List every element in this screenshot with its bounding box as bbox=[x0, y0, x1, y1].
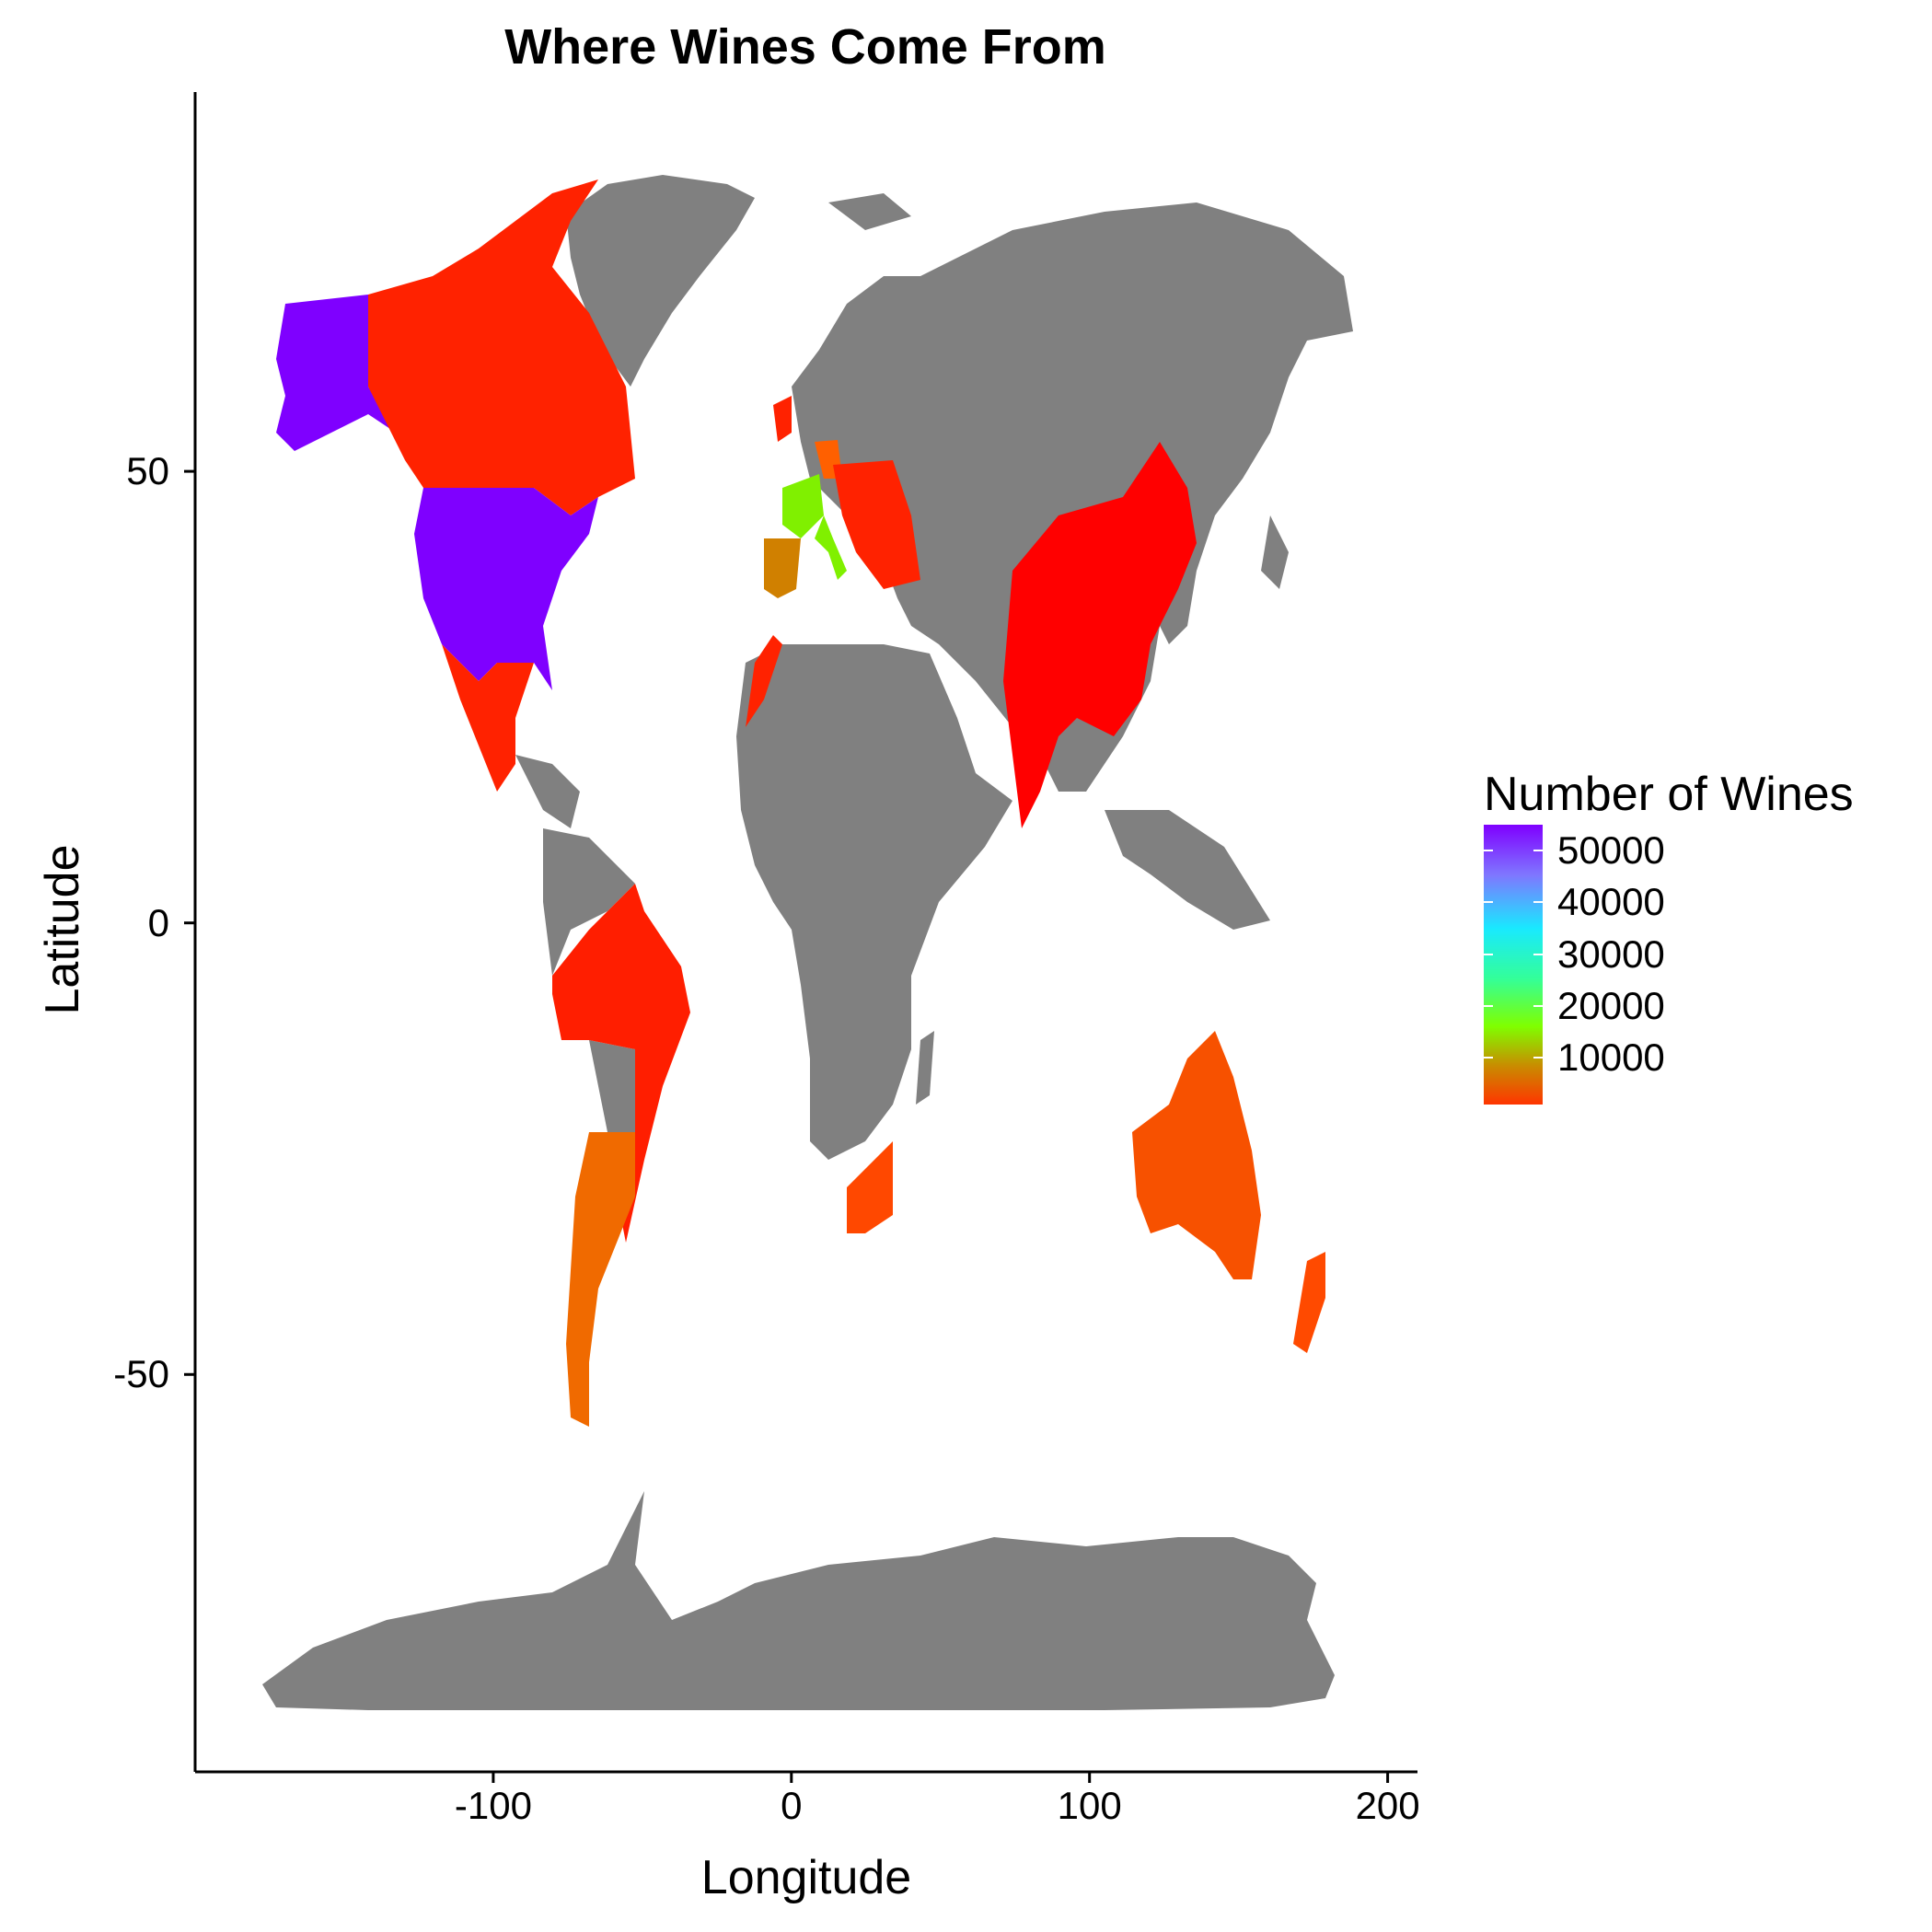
region-chile-argentina bbox=[566, 1132, 635, 1427]
y-tick-label: -50 bbox=[113, 1352, 169, 1396]
region-australia bbox=[1132, 1031, 1261, 1279]
legend-tick-mark bbox=[1484, 901, 1543, 904]
land-africa bbox=[736, 644, 1012, 1160]
region-balkans-east-europe bbox=[833, 460, 920, 589]
region-alaska bbox=[276, 295, 396, 451]
land-arctic-islands bbox=[828, 193, 911, 230]
region-mexico bbox=[442, 644, 534, 792]
y-axis-label: Latitude bbox=[36, 844, 89, 1015]
land-bolivia-paraguay bbox=[589, 1040, 644, 1132]
y-tick-label: 50 bbox=[126, 449, 169, 493]
legend-title: Number of Wines bbox=[1484, 768, 1854, 821]
legend-tick-label: 20000 bbox=[1557, 984, 1665, 1028]
wine-country-layer bbox=[276, 179, 1325, 1427]
legend-tick-label: 50000 bbox=[1557, 828, 1665, 873]
region-new-zealand bbox=[1293, 1252, 1325, 1353]
x-tick-label: -100 bbox=[454, 1784, 532, 1827]
legend-colorbar bbox=[1484, 825, 1543, 1105]
region-canada bbox=[368, 179, 635, 515]
region-north-africa-coast bbox=[746, 635, 782, 727]
land-greenland bbox=[566, 175, 755, 387]
land-japan bbox=[1261, 515, 1289, 589]
x-tick-label: 100 bbox=[1057, 1784, 1122, 1827]
legend-tick-mark bbox=[1484, 850, 1543, 852]
axes bbox=[193, 92, 1417, 1774]
land-madagascar bbox=[916, 1031, 934, 1105]
chart-title: Where Wines Come From bbox=[504, 19, 1106, 75]
region-uk bbox=[773, 396, 792, 442]
legend-tick-label: 30000 bbox=[1557, 931, 1665, 976]
land-eurasia bbox=[792, 202, 1353, 792]
x-axis-label: Longitude bbox=[700, 1851, 912, 1904]
region-brazil-region bbox=[552, 884, 690, 1243]
region-france bbox=[782, 474, 824, 538]
land-layer bbox=[262, 175, 1353, 1710]
legend-tick-label: 40000 bbox=[1557, 880, 1665, 924]
region-china-india bbox=[1003, 442, 1197, 828]
region-italy bbox=[815, 515, 847, 580]
x-tick-label: 200 bbox=[1355, 1784, 1420, 1827]
tick-marks bbox=[184, 469, 1390, 1783]
region-iberia bbox=[764, 538, 801, 598]
land-antarctica bbox=[262, 1491, 1335, 1710]
legend-tick-mark bbox=[1484, 1005, 1543, 1008]
land-se-asia-islands bbox=[1105, 810, 1270, 930]
region-south-africa bbox=[847, 1141, 893, 1233]
legend-tick-mark bbox=[1484, 953, 1543, 955]
legend-tick-label: 10000 bbox=[1557, 1035, 1665, 1080]
region-usa bbox=[414, 488, 598, 690]
x-tick-label: 0 bbox=[781, 1784, 803, 1827]
y-tick-label: 0 bbox=[147, 900, 169, 944]
legend-tick-mark bbox=[1484, 1057, 1543, 1059]
land-south-america-north bbox=[543, 828, 635, 976]
land-central-america bbox=[515, 755, 580, 828]
